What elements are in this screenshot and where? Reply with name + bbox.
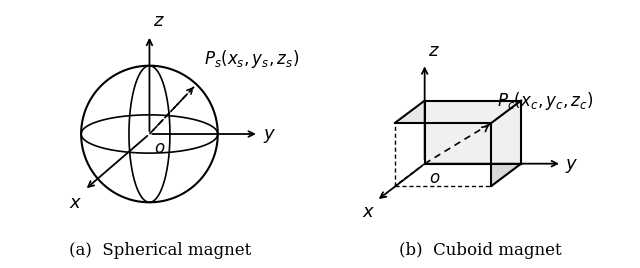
Text: z: z xyxy=(153,12,163,30)
Text: x: x xyxy=(69,194,80,212)
Polygon shape xyxy=(425,100,521,164)
Text: $P_c(x_c, y_c, z_c)$: $P_c(x_c, y_c, z_c)$ xyxy=(497,90,594,112)
Text: y: y xyxy=(566,155,576,173)
Polygon shape xyxy=(492,100,521,186)
Text: $P_s(x_s, y_s, z_s)$: $P_s(x_s, y_s, z_s)$ xyxy=(204,48,300,70)
Text: y: y xyxy=(264,125,274,143)
Polygon shape xyxy=(395,100,521,123)
Text: z: z xyxy=(428,42,437,60)
Text: o: o xyxy=(154,139,164,158)
Text: (b)  Cuboid magnet: (b) Cuboid magnet xyxy=(399,242,562,259)
Text: (a)  Spherical magnet: (a) Spherical magnet xyxy=(68,242,251,259)
Text: o: o xyxy=(429,169,439,187)
Text: x: x xyxy=(362,203,372,221)
